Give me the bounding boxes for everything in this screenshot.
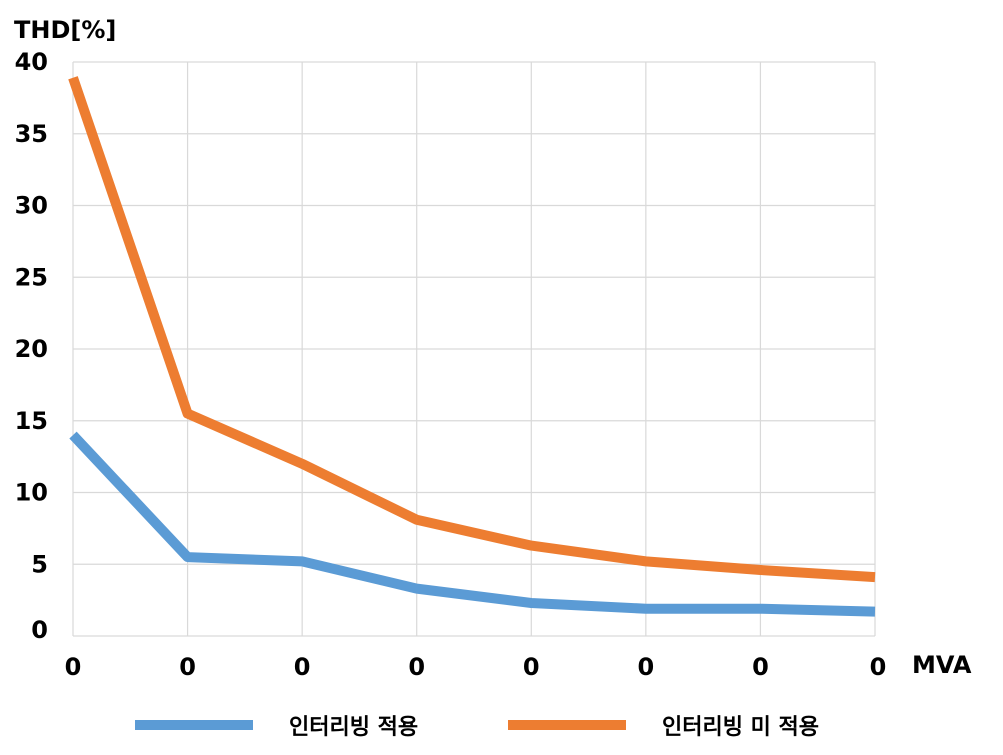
y-tick-label-3: 15 [15, 407, 48, 435]
series-line-2 [68, 76, 876, 583]
y-axis-ticks: 0 5 10 15 20 25 30 35 40 [15, 48, 48, 644]
y-tick-label-0: 0 [31, 616, 48, 644]
series-lines [68, 76, 876, 617]
legend-item-series-1: 인터리빙 적용 [135, 700, 418, 750]
legend-label-series-2: 인터리빙 미 적용 [662, 715, 819, 740]
y-tick-label-8: 40 [15, 48, 48, 76]
legend-item-series-2: 인터리빙 미 적용 [508, 700, 819, 750]
x-tick-label-6: 0 [752, 653, 769, 681]
legend: 인터리빙 적용 인터리빙 미 적용 [0, 700, 1003, 750]
y-axis-title: THD[%] [14, 16, 116, 44]
x-tick-label-1: 0 [179, 653, 196, 681]
y-tick-label-5: 25 [15, 263, 48, 291]
legend-label-series-1: 인터리빙 적용 [289, 715, 419, 740]
x-tick-label-5: 0 [638, 653, 655, 681]
y-tick-label-7: 35 [15, 120, 48, 148]
x-axis-unit: MVA [912, 651, 972, 679]
x-tick-label-4: 0 [523, 653, 540, 681]
x-tick-label-2: 0 [294, 653, 311, 681]
y-tick-label-4: 20 [15, 335, 48, 363]
x-tick-label-3: 0 [408, 653, 425, 681]
legend-swatch-series-2 [508, 720, 626, 730]
x-tick-label-0: 0 [65, 653, 82, 681]
x-tick-label-7: 0 [870, 653, 887, 681]
legend-swatch-series-1 [135, 720, 253, 730]
y-tick-label-2: 10 [15, 479, 48, 507]
x-axis-ticks: 0 0 0 0 0 0 0 0 [65, 653, 887, 681]
grid [72, 61, 876, 637]
y-tick-label-1: 5 [31, 550, 48, 578]
y-tick-label-6: 30 [15, 192, 48, 220]
series-line-1 [69, 431, 876, 617]
